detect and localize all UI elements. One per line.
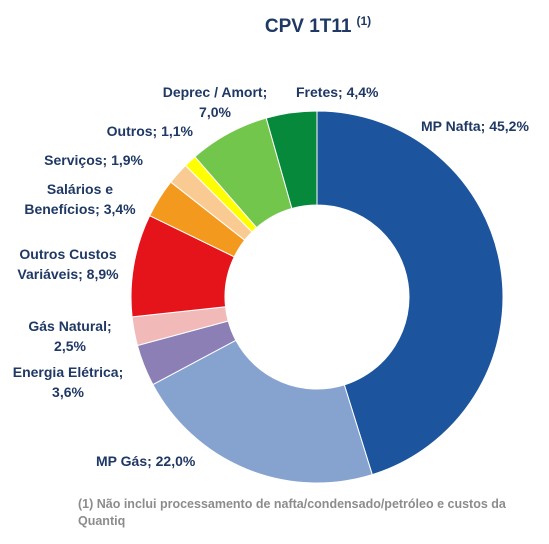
label-line: Deprec / Amort; — [163, 84, 268, 100]
label-line: MP Gás; 22,0% — [96, 453, 196, 469]
data-label: Gás Natural; 2,5% — [28, 318, 111, 354]
donut-slice — [316, 110, 504, 476]
label-line: 2,5% — [54, 338, 86, 354]
data-label: Outros Custos Variáveis; 8,9% — [17, 246, 119, 282]
data-label: Deprec / Amort; 7,0% — [163, 84, 268, 120]
label-line: MP Nafta; 45,2% — [421, 118, 529, 134]
title-text: CPV 1T11 — [265, 16, 352, 37]
data-label: Energia Elétrica; 3,6% — [13, 364, 124, 400]
chart-title: CPV 1T11 (1) — [265, 14, 371, 37]
label-line: Outros; 1,1% — [107, 123, 194, 139]
donut-slice — [265, 110, 318, 210]
label-line: Gás Natural; — [28, 318, 111, 334]
label-line: Fretes; 4,4% — [296, 84, 379, 100]
label-line: 3,6% — [52, 384, 84, 400]
label-line: Benefícios; 3,4% — [24, 201, 136, 217]
data-label: Outros; 1,1% — [107, 123, 194, 139]
label-line: 7,0% — [199, 104, 231, 120]
data-label: Salários e Benefícios; 3,4% — [24, 181, 136, 217]
data-label: MP Nafta; 45,2% — [421, 118, 529, 134]
data-label: Serviços; 1,9% — [44, 152, 143, 168]
label-line: Salários e — [47, 181, 113, 197]
label-line: Variáveis; 8,9% — [17, 266, 119, 282]
footnote: (1) Não inclui processamento de nafta/co… — [78, 497, 506, 528]
label-line: Outros Custos — [19, 246, 116, 262]
title-note: (1) — [356, 14, 371, 28]
data-label: Fretes; 4,4% — [296, 84, 379, 100]
label-line: Energia Elétrica; — [13, 364, 124, 380]
label-line: Serviços; 1,9% — [44, 152, 143, 168]
donut-slice — [152, 339, 373, 484]
data-label: MP Gás; 22,0% — [96, 453, 196, 469]
